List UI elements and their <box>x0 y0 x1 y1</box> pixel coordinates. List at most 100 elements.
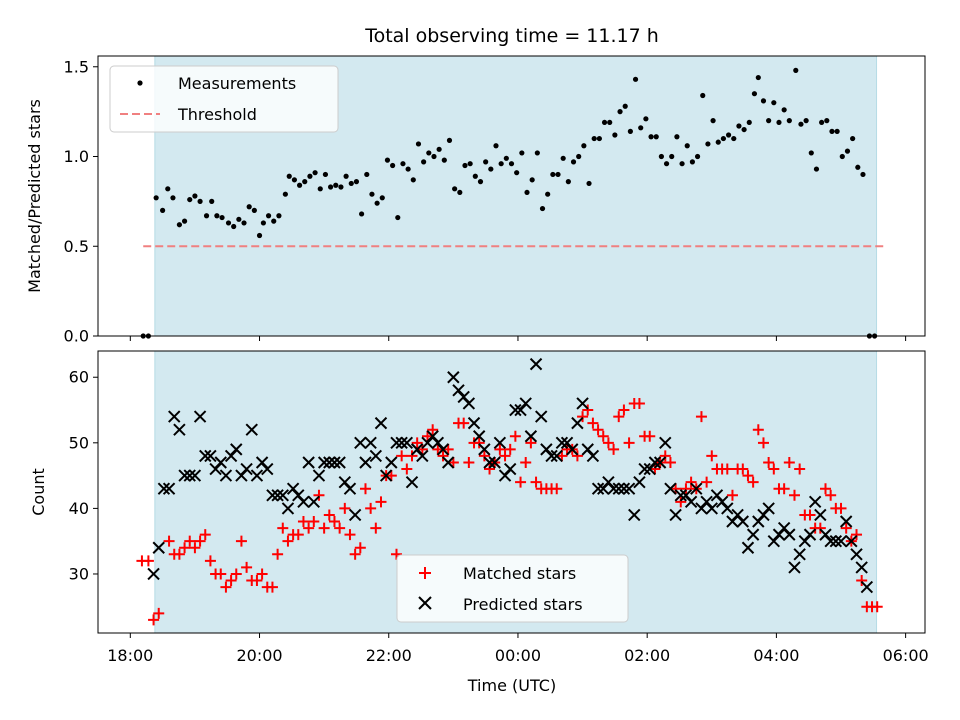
predicted-star-point <box>633 475 646 489</box>
measurement-point <box>241 220 247 226</box>
measurement-point <box>751 91 758 97</box>
measurement-point <box>591 135 597 142</box>
matched-star-point <box>613 411 625 423</box>
matched-star-point <box>416 443 428 455</box>
predicted-star-point <box>834 534 848 548</box>
matched-star-point <box>695 411 707 423</box>
predicted-star-point <box>617 482 631 495</box>
predicted-star-point <box>555 436 569 450</box>
measurement-point <box>441 157 447 163</box>
matched-star-point <box>318 522 330 534</box>
predicted-star-point <box>323 456 336 469</box>
measurement-point <box>839 153 845 160</box>
measurement-point <box>746 119 752 126</box>
measurement-point <box>271 218 277 224</box>
predicted-star-point <box>669 508 682 522</box>
matched-star-point <box>783 456 795 468</box>
matched-star-point <box>463 456 475 468</box>
predicted-star-point <box>607 482 620 495</box>
measurement-point <box>369 191 375 197</box>
predicted-star-point <box>845 534 858 548</box>
matched-star-point <box>328 516 340 528</box>
matched-star-point <box>365 502 377 514</box>
matched-star-point <box>153 607 165 619</box>
measurement-point <box>415 141 422 147</box>
measurement-point <box>400 161 406 167</box>
predicted-star-point <box>829 534 843 548</box>
measurement-point <box>653 134 659 140</box>
matched-star-point <box>292 529 304 541</box>
measurement-point <box>534 150 540 156</box>
measurement-point <box>803 118 809 124</box>
measurement-point <box>622 103 628 109</box>
matched-star-point <box>339 502 351 514</box>
predicted-star-point <box>152 541 165 554</box>
predicted-star-point <box>405 475 419 489</box>
predicted-star-point <box>550 449 563 463</box>
predicted-star-point <box>374 416 388 430</box>
x-tick-label: 04:00 <box>753 646 799 665</box>
measurement-point <box>436 146 442 152</box>
counts-panel: 30 40 50 60 18:00 20:00 22:00 00:00 02:00 04:00 06… <box>29 350 929 695</box>
x-tick-label: 02:00 <box>624 646 670 665</box>
predicted-star-point <box>390 436 403 450</box>
matched-star-point <box>349 548 361 560</box>
predicted-star-point <box>504 462 517 476</box>
measurement-point <box>850 135 856 142</box>
measurement-point <box>282 191 288 197</box>
matched-star-point <box>680 483 692 495</box>
matched-star-point <box>768 463 780 475</box>
measurement-point <box>643 116 649 122</box>
predicted-star-point <box>586 449 600 463</box>
predicted-star-point <box>276 489 289 502</box>
measurement-point <box>766 118 772 124</box>
predicted-star-point <box>571 416 584 430</box>
measurement-point <box>808 150 814 156</box>
measurement-point <box>829 128 835 134</box>
predicted-legend-marker <box>418 596 432 610</box>
predicted-star-point <box>493 436 507 450</box>
predicted-star-point <box>483 456 496 469</box>
measurement-point <box>731 135 737 142</box>
measurements-legend-label: Measurements <box>178 74 296 93</box>
measurement-point <box>529 177 535 183</box>
predicted-star-point <box>653 456 667 469</box>
matched-star-point <box>602 437 614 449</box>
matched-star-point <box>685 476 697 488</box>
measurement-point <box>276 213 282 219</box>
measurements-legend-marker <box>137 80 143 86</box>
matched-star-point <box>659 450 671 462</box>
predicted-star-point <box>519 397 532 410</box>
matched-star-point <box>272 548 284 560</box>
predicted-star-point <box>436 443 450 456</box>
predicted-star-point <box>566 443 579 456</box>
measurement-point <box>560 155 566 161</box>
matched-star-point <box>313 489 325 501</box>
measurement-point <box>576 153 582 160</box>
predicted-star-point <box>467 416 481 430</box>
matched-star-point <box>235 535 247 547</box>
predicted-star-point <box>850 548 863 561</box>
matched-star-point <box>592 424 604 436</box>
matched-star-point <box>804 509 816 521</box>
measurement-point <box>545 191 551 197</box>
matched-star-point <box>871 601 883 613</box>
predicted-star-point <box>183 469 196 482</box>
predicted-star-point <box>793 548 806 561</box>
matched-star-point <box>530 476 542 488</box>
predicted-star-point <box>628 508 641 522</box>
matched-star-point <box>649 463 661 475</box>
ratio-y-tick-label: 0.5 <box>64 237 89 256</box>
matched-star-point <box>230 568 242 580</box>
measurement-point <box>658 153 664 160</box>
matched-star-point <box>323 509 335 521</box>
measurement-point <box>312 170 318 176</box>
measurement-point <box>638 125 644 131</box>
predicted-star-point <box>266 489 279 502</box>
measurement-point <box>265 213 272 219</box>
predicted-star-point <box>648 456 662 469</box>
measurement-point <box>203 213 210 219</box>
matched-star-point <box>179 542 191 554</box>
predicted-star-point <box>839 515 853 528</box>
